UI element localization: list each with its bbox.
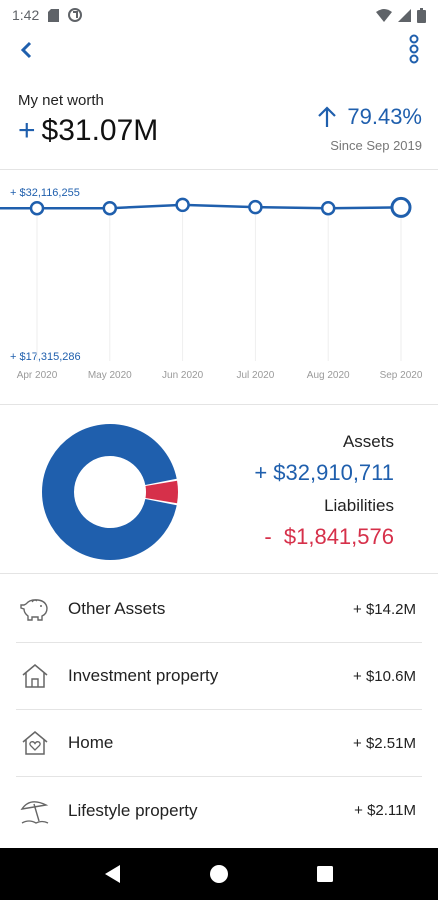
- nav-recents-icon[interactable]: [316, 865, 334, 883]
- app-bar: [0, 30, 438, 70]
- chart-y-max-label: + $32,116,255: [10, 187, 80, 199]
- chart-x-tick-label: May 2020: [88, 370, 132, 381]
- donut-liabilities-segment: [145, 480, 178, 504]
- chart-x-tick-label: Jun 2020: [162, 370, 204, 381]
- category-value: + $2.51M: [353, 734, 416, 752]
- beach-umbrella-icon: [18, 794, 52, 828]
- piggy-bank-icon: [18, 592, 52, 626]
- chart-point[interactable]: [102, 200, 118, 216]
- home-heart-icon: [18, 726, 52, 760]
- net-worth-panel: My net worth + $31.07M 79.43% Since Sep 2…: [0, 80, 438, 170]
- signal-icon: [398, 8, 411, 22]
- chevron-left-icon: [20, 41, 32, 59]
- battery-icon: [417, 7, 426, 23]
- net-worth-label: My net worth: [18, 92, 104, 109]
- sd-card-icon: [48, 8, 60, 22]
- net-worth-change-percent: 79.43%: [347, 104, 422, 129]
- chart-x-tick-label: Apr 2020: [17, 370, 58, 381]
- category-row-other-assets[interactable]: Other Assets + $14.2M: [16, 576, 422, 643]
- chart-point[interactable]: [320, 200, 336, 216]
- net-worth-amount: $31.07M: [41, 114, 159, 147]
- category-label: Lifestyle property: [68, 800, 198, 820]
- nav-back-icon[interactable]: [104, 864, 122, 884]
- system-nav-bar: [0, 848, 438, 900]
- more-options-button[interactable]: [404, 32, 424, 66]
- category-label: Home: [68, 733, 114, 752]
- category-row-lifestyle-property[interactable]: Lifestyle property + $2.11M: [16, 777, 422, 844]
- chart-x-tick-label: Aug 2020: [307, 370, 350, 381]
- net-worth-since: Since Sep 2019: [330, 138, 422, 153]
- status-time: 1:42: [12, 7, 40, 23]
- house-icon: [18, 659, 52, 693]
- liabilities-label: Liabilities: [324, 496, 394, 515]
- wifi-icon: [376, 8, 392, 22]
- donut-assets-segment: [42, 424, 177, 560]
- more-vertical-icon: [409, 34, 419, 64]
- category-row-home[interactable]: Home + $2.51M: [16, 710, 422, 777]
- category-row-investment-property[interactable]: Investment property + $10.6M: [16, 643, 422, 710]
- liabilities-value: - $1,841,576: [264, 524, 394, 549]
- nav-home-icon[interactable]: [209, 864, 229, 884]
- back-button[interactable]: [12, 36, 40, 64]
- chart-point[interactable]: [29, 200, 45, 216]
- chart-x-tick-label: Sep 2020: [380, 370, 423, 381]
- net-worth-sign: +: [18, 114, 36, 147]
- assets-value: + $32,910,711: [254, 460, 394, 485]
- chart-y-min-label: + $17,315,286: [10, 351, 81, 363]
- chart-point[interactable]: [248, 199, 263, 215]
- chart-point[interactable]: [390, 196, 412, 218]
- net-worth-change: 79.43%: [317, 104, 422, 130]
- category-label: Investment property: [68, 666, 219, 685]
- arrow-up-icon: [318, 106, 337, 127]
- category-value: + $10.6M: [353, 667, 416, 685]
- chart-point[interactable]: [175, 197, 190, 213]
- assets-liabilities-summary: Assets + $32,910,711 Liabilities - $1,84…: [0, 406, 438, 574]
- app-notification-icon: [68, 8, 83, 22]
- category-value: + $2.11M: [354, 802, 416, 819]
- chart-series-line: [0, 203, 402, 210]
- chart-svg: + $32,116,255 + $17,315,286 Apr 2020 May …: [0, 187, 423, 381]
- assets-label: Assets: [342, 432, 394, 451]
- category-label: Other Assets: [68, 599, 166, 618]
- category-value: + $14.2M: [353, 600, 416, 618]
- status-bar: 1:42: [0, 0, 438, 30]
- net-worth-chart[interactable]: + $32,116,255 + $17,315,286 Apr 2020 May …: [0, 171, 438, 405]
- net-worth-value: + $31.07M: [18, 114, 158, 148]
- assets-liabilities-donut: [42, 424, 178, 560]
- category-list: Other Assets + $14.2M Investment propert…: [0, 576, 438, 844]
- chart-x-tick-label: Jul 2020: [236, 370, 274, 381]
